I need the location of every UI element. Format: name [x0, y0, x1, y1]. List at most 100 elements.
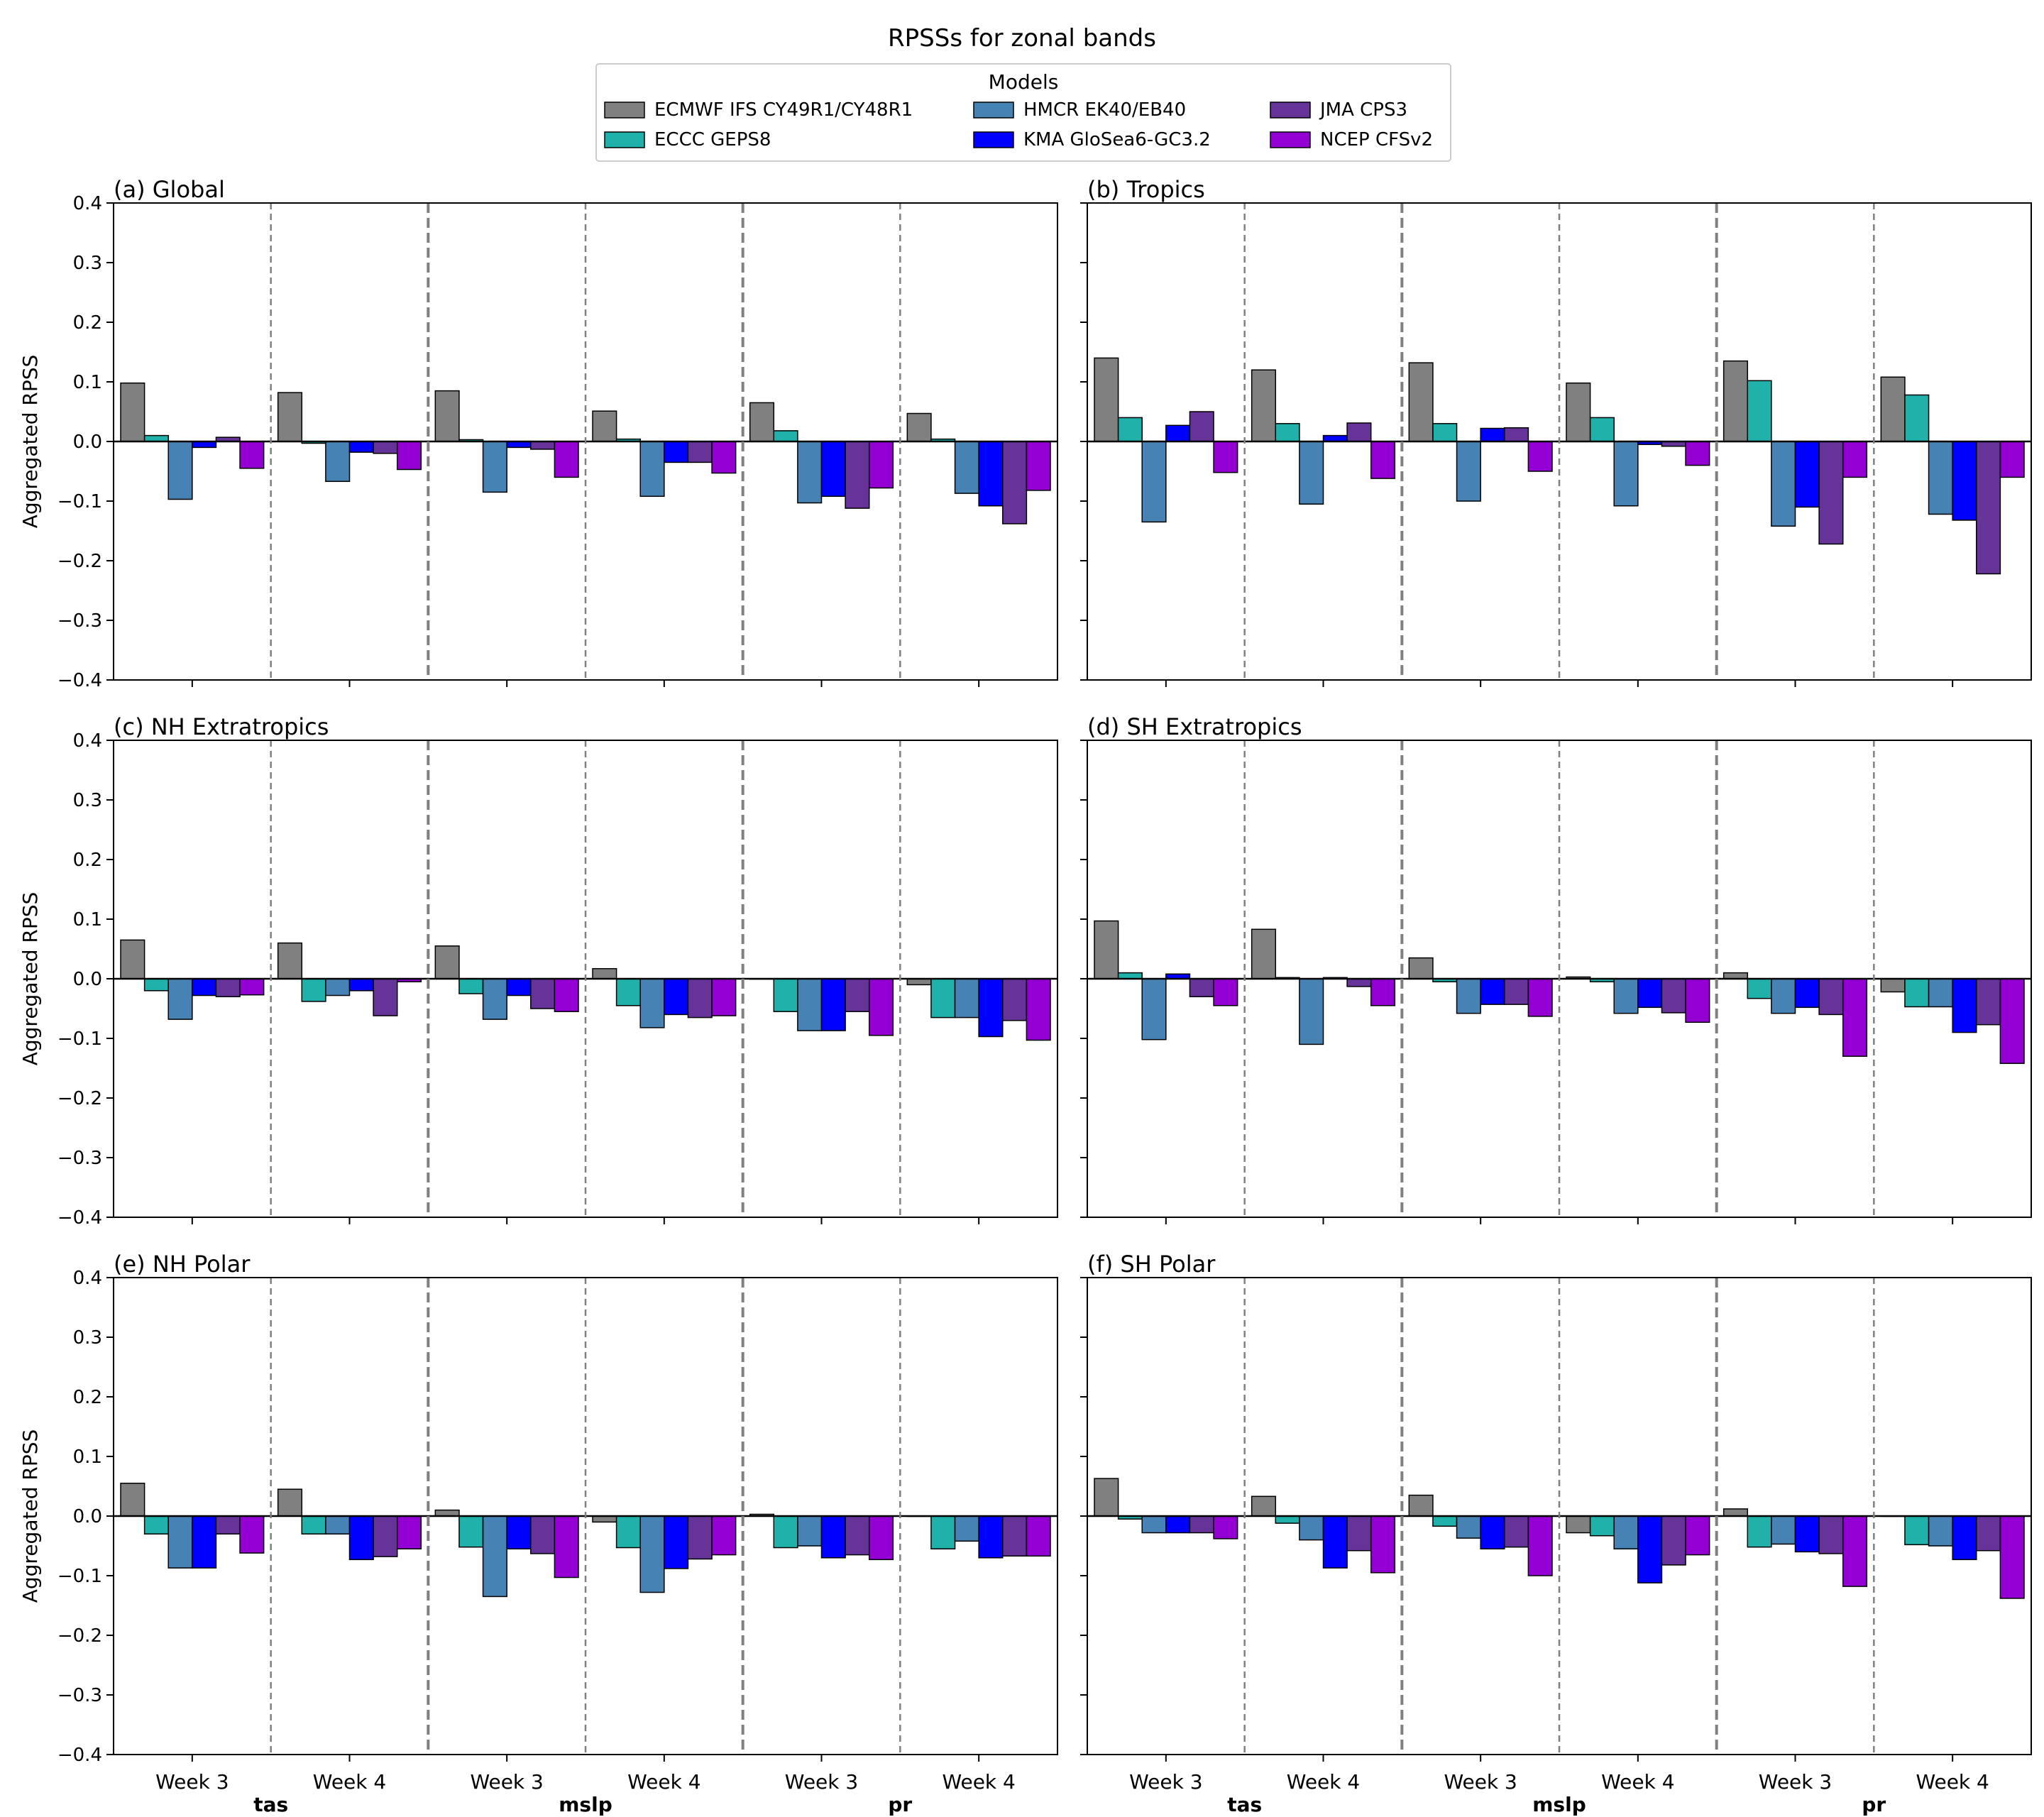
bar [1346, 422, 1372, 442]
bar [1613, 978, 1639, 1014]
bar [167, 441, 193, 500]
bar [1117, 972, 1143, 979]
bar [1661, 1515, 1686, 1566]
bar [1504, 1515, 1529, 1548]
y-tick-label: −0.4 [57, 1745, 102, 1766]
bar [482, 441, 507, 493]
legend-swatch [1270, 101, 1311, 119]
bar [1842, 978, 1868, 1057]
y-tick-label: 0.3 [73, 253, 102, 274]
bar [1527, 978, 1553, 1017]
y-tick-label: −0.1 [57, 1028, 102, 1050]
bar [192, 1515, 217, 1569]
panel-title: (f) SH Polar [1087, 1251, 1216, 1278]
y-tick-label: 0.3 [73, 790, 102, 811]
x-tick-label: Week 4 [942, 1770, 1015, 1794]
y-tick-label: 0.1 [73, 1447, 102, 1468]
bar [1251, 928, 1277, 979]
bar [1566, 382, 1591, 442]
bar [797, 441, 823, 504]
panel: (c) NH Extratropics 0.4 0.3 0.2 0.1 0.0 −0.1 −0… [18, 713, 1058, 1229]
x-tick-label: Week 3 [1444, 1770, 1517, 1794]
bar [530, 1515, 556, 1554]
bar [1480, 427, 1505, 442]
bar [1408, 957, 1434, 979]
bar [1818, 978, 1844, 1016]
bar [1456, 441, 1481, 502]
bar [434, 945, 460, 979]
bar [1637, 1515, 1663, 1583]
bar [930, 978, 956, 1019]
bar [664, 441, 689, 463]
y-tick-label: 0.2 [73, 850, 102, 871]
bar [301, 1515, 326, 1535]
bar [1141, 978, 1167, 1041]
bar [1904, 978, 1930, 1008]
bar [868, 441, 894, 489]
panel-title: (a) Global [114, 176, 225, 203]
bar [639, 441, 665, 498]
bar [215, 978, 241, 997]
y-tick-label: −0.3 [57, 1685, 102, 1706]
y-tick-label: −0.1 [57, 1566, 102, 1587]
bar [1456, 1515, 1481, 1539]
bar [506, 441, 532, 449]
bar [1213, 441, 1238, 473]
bar [773, 430, 798, 442]
legend-swatch [604, 131, 645, 148]
bar [1094, 357, 1119, 442]
bar [687, 978, 713, 1019]
bar [1747, 1515, 1772, 1548]
y-tick-label: −0.2 [57, 1088, 102, 1109]
y-tick-label: 0.2 [73, 1387, 102, 1408]
bar [434, 390, 460, 442]
bar [615, 1515, 641, 1549]
legend-label: NCEP CFSv2 [1320, 129, 1433, 150]
bar [1685, 1515, 1710, 1556]
bar [773, 1515, 798, 1549]
bar [1213, 978, 1238, 1006]
y-tick-label: 0.1 [73, 372, 102, 393]
legend-swatch [973, 101, 1014, 119]
bar [773, 978, 798, 1012]
bar [1370, 1515, 1396, 1574]
bar [615, 978, 641, 1006]
bar [1880, 376, 1906, 442]
bar [1794, 978, 1820, 1009]
legend-items: ECMWF IFS CY49R1/CY48R1 ECCC GEPS8 HMCR EK… [604, 99, 1433, 150]
bar [1002, 1515, 1028, 1557]
x-tick-label: Week 4 [1287, 1770, 1360, 1794]
bar [592, 1515, 617, 1523]
bar [325, 441, 351, 483]
bar [530, 441, 556, 450]
bar [554, 441, 579, 478]
variable-label: mslp [559, 1793, 612, 1816]
bar [325, 1515, 351, 1535]
bar [1480, 978, 1505, 1005]
bar [1275, 1515, 1300, 1524]
bar [592, 967, 617, 979]
y-tick-label: 0.1 [73, 909, 102, 931]
legend-swatch [604, 101, 645, 119]
legend-label: KMA GloSea6-GC3.2 [1023, 129, 1211, 150]
legend-label: ECCC GEPS8 [654, 129, 771, 150]
bar [1747, 380, 1772, 442]
bar [797, 978, 823, 1031]
legend-swatch [1270, 131, 1311, 148]
panel: (a) Global 0.4 0.3 0.2 0.1 0.0 −0.1 −0.2 −0.3 −0.… [18, 176, 1058, 691]
bar [1322, 434, 1348, 442]
bar [1842, 441, 1868, 478]
y-tick-label: 0.4 [73, 193, 102, 214]
bar [687, 1515, 713, 1560]
bar [239, 978, 265, 996]
bar [215, 1515, 241, 1535]
bar [1527, 1515, 1553, 1576]
bar [845, 441, 870, 509]
y-tick-label: 0.2 [73, 312, 102, 334]
bar [954, 978, 979, 1019]
y-tick-label: 0.0 [73, 432, 102, 453]
bar [1189, 978, 1214, 997]
variable-label: tas [253, 1793, 288, 1816]
bar [1504, 427, 1529, 442]
bar [1722, 360, 1749, 442]
